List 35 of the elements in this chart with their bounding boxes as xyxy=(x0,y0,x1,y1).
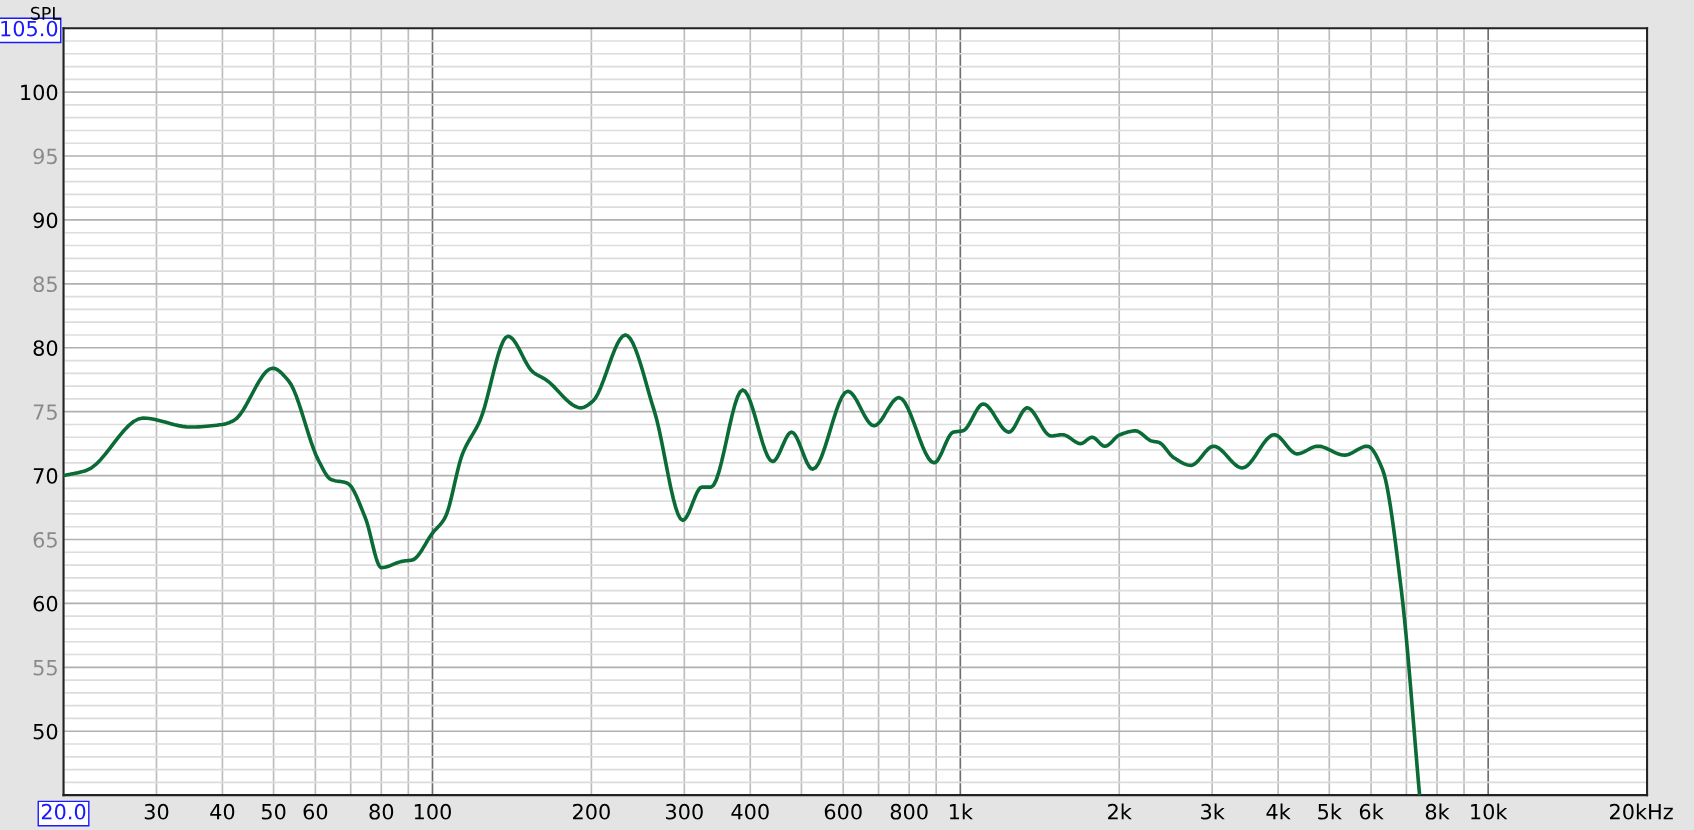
x-tick-label: 400 xyxy=(731,803,769,820)
x-tick-label: 300 xyxy=(666,803,703,820)
y-tick-label: 70 xyxy=(33,468,58,484)
x-tick-label: 20k xyxy=(1610,803,1648,820)
x-axis-title: Hz xyxy=(1649,803,1673,820)
x-tick-label: 6k xyxy=(1359,803,1384,820)
x-tick-label: 40 xyxy=(210,803,235,820)
x-tick-label: 30 xyxy=(144,803,169,820)
x-tick-label: 50 xyxy=(261,803,286,820)
x-tick-label: 10k xyxy=(1471,803,1508,820)
y-tick-label: 75 xyxy=(33,404,57,420)
x-tick-label: 600 xyxy=(824,803,862,820)
y-tick-label: 50 xyxy=(33,723,58,740)
x-tick-label: 5k xyxy=(1318,803,1342,820)
x-tick-label: 8k xyxy=(1425,803,1450,820)
y-tick-label: 105.0 xyxy=(1,20,58,37)
x-tick-label: 800 xyxy=(890,803,928,820)
y-tick-label: 55 xyxy=(33,660,57,676)
x-tick-label: 3k xyxy=(1201,803,1225,820)
x-tick-label: 60 xyxy=(303,803,328,820)
y-tick-label: 85 xyxy=(33,276,57,293)
x-tick-label: 80 xyxy=(369,803,394,820)
x-tick-label: 4k xyxy=(1266,803,1291,820)
x-tick-label: 20.0 xyxy=(41,803,86,820)
y-tick-label: 60 xyxy=(33,595,58,612)
y-axis-title: SPL xyxy=(30,6,61,20)
y-tick-label: 65 xyxy=(33,531,57,548)
y-tick-label: 100 xyxy=(21,84,58,101)
x-tick-label: 200 xyxy=(573,803,610,820)
x-tick-label: 1k xyxy=(949,803,973,820)
x-tick-label: 2k xyxy=(1108,803,1132,820)
x-tick-label: 100 xyxy=(414,803,451,820)
y-tick-label: 80 xyxy=(33,340,58,356)
y-tick-label: 90 xyxy=(33,212,58,229)
y-tick-label: 95 xyxy=(33,148,57,165)
